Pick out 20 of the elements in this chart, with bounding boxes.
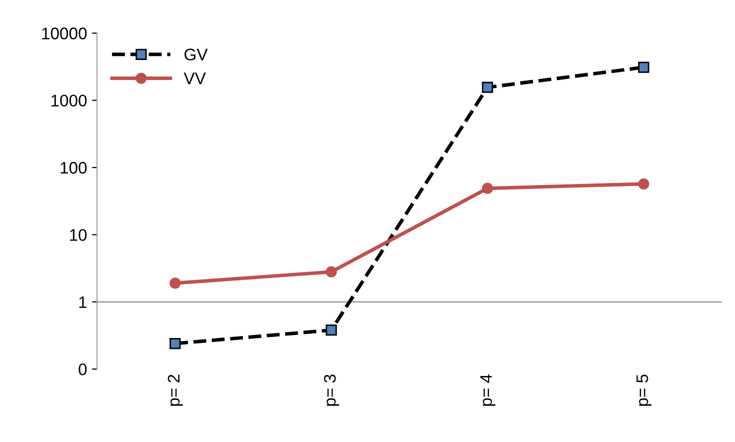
y-tick-label: 10000 [42, 28, 87, 40]
legend-label: GV [184, 48, 208, 60]
point [638, 62, 650, 73]
x-tick-label: p= 2 [168, 374, 183, 406]
x-tick-label: p= 4 [480, 374, 496, 406]
point [482, 182, 494, 194]
point [170, 338, 181, 350]
point [326, 324, 337, 336]
y-tick-label: 1 [79, 296, 86, 308]
y-tick-label: 1000 [51, 94, 87, 107]
y-tick-label: 0 [78, 363, 87, 376]
point [170, 278, 181, 289]
x-tick-label: p= 3 [324, 374, 340, 406]
y-tick-label: 10 [70, 229, 87, 241]
x-tick-label: p= 5 [636, 374, 652, 406]
point [326, 266, 337, 278]
y-tick-label: 100 [60, 162, 87, 174]
legend-label: VV [184, 72, 206, 84]
point [638, 178, 650, 190]
point [482, 82, 494, 93]
